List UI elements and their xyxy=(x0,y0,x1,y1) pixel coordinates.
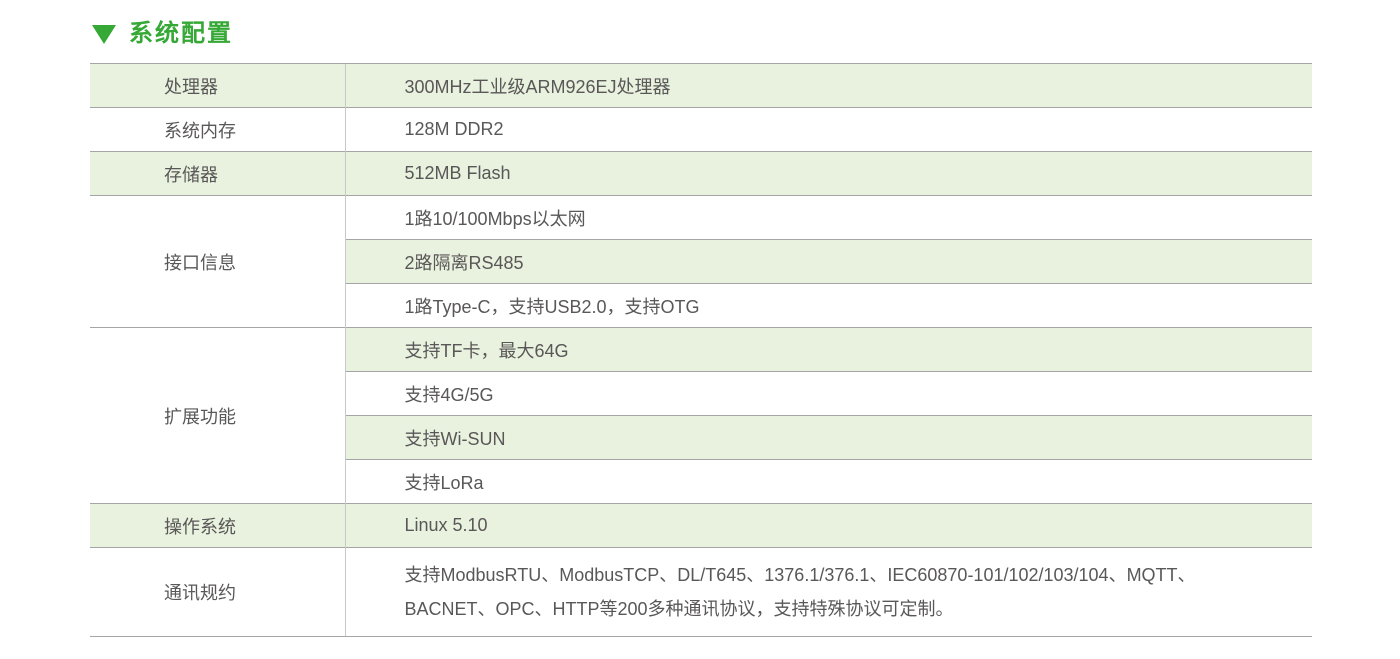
spec-label-os: 操作系统 xyxy=(90,503,345,548)
spec-table: 处理器 300MHz工业级ARM926EJ处理器 系统内存 128M DDR2 … xyxy=(90,63,1312,637)
spec-value-tf-card: 支持TF卡，最大64G xyxy=(344,327,1312,372)
spec-label-storage: 存储器 xyxy=(90,151,345,196)
spec-value-ethernet: 1路10/100Mbps以太网 xyxy=(344,195,1312,240)
spec-value-lora: 支持LoRa xyxy=(344,459,1312,504)
spec-value-rs485: 2路隔离RS485 xyxy=(344,239,1312,284)
section-header: 系统配置 xyxy=(92,20,1400,48)
spec-label-memory: 系统内存 xyxy=(90,107,345,152)
table-row: 支持4G/5G xyxy=(90,371,1312,416)
table-row: 接口信息 1路10/100Mbps以太网 xyxy=(90,195,1312,328)
triangle-down-icon xyxy=(92,24,116,44)
table-row: 扩展功能 支持TF卡，最大64G xyxy=(90,327,1312,504)
spec-value-protocols: 支持ModbusRTU、ModbusTCP、DL/T645、1376.1/376… xyxy=(344,547,1312,637)
spec-value-memory: 128M DDR2 xyxy=(344,107,1312,152)
spec-value-os: Linux 5.10 xyxy=(344,503,1312,548)
table-row: 支持LoRa xyxy=(90,459,1312,504)
table-row: 存储器 512MB Flash xyxy=(90,151,1312,196)
spec-label-interfaces: 接口信息 xyxy=(90,195,345,328)
table-row: 支持Wi-SUN xyxy=(90,415,1312,460)
table-row: 操作系统 Linux 5.10 xyxy=(90,503,1312,548)
table-row: 系统内存 128M DDR2 xyxy=(90,107,1312,152)
spec-value-wisun: 支持Wi-SUN xyxy=(344,415,1312,460)
spec-label-processor: 处理器 xyxy=(90,63,345,108)
spec-value-typec: 1路Type-C，支持USB2.0，支持OTG xyxy=(344,283,1312,328)
table-row: 1路Type-C，支持USB2.0，支持OTG xyxy=(90,283,1312,328)
spec-label-protocols: 通讯规约 xyxy=(90,547,345,637)
table-row: 2路隔离RS485 xyxy=(90,239,1312,284)
table-row: 处理器 300MHz工业级ARM926EJ处理器 xyxy=(90,63,1312,108)
spec-value-processor: 300MHz工业级ARM926EJ处理器 xyxy=(344,63,1312,108)
table-row: 通讯规约 支持ModbusRTU、ModbusTCP、DL/T645、1376.… xyxy=(90,547,1312,637)
spec-value-storage: 512MB Flash xyxy=(344,151,1312,196)
spec-label-expansion: 扩展功能 xyxy=(90,327,345,504)
spec-value-4g5g: 支持4G/5G xyxy=(344,371,1312,416)
section-title: 系统配置 xyxy=(129,20,233,47)
